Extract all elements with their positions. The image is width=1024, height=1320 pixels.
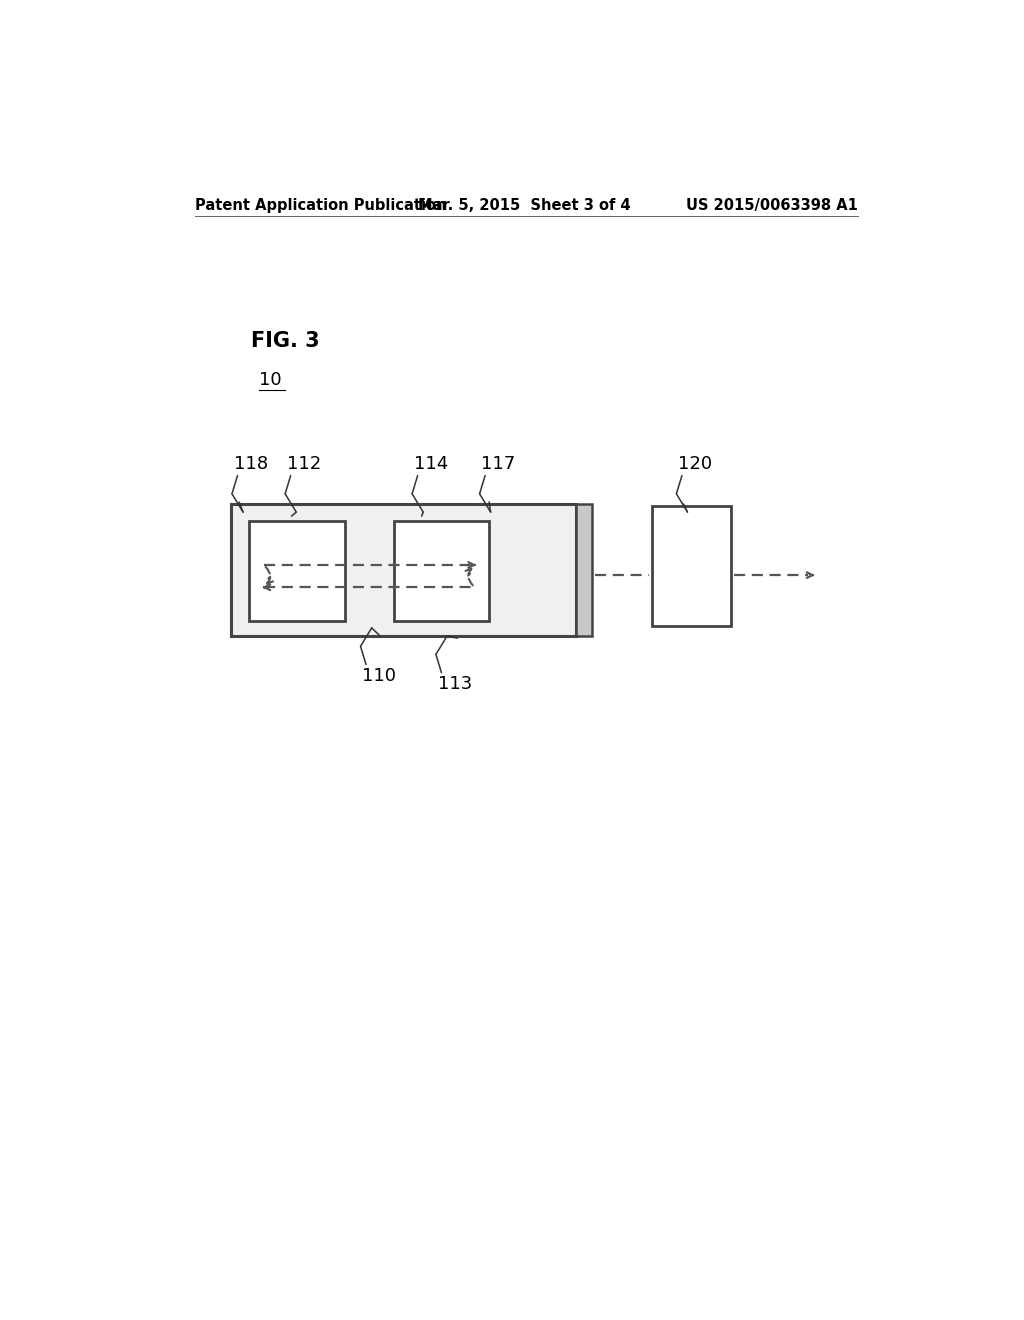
Text: 113: 113 — [437, 675, 472, 693]
Bar — [231, 504, 577, 636]
Text: 117: 117 — [481, 455, 515, 474]
Text: 10: 10 — [259, 371, 282, 389]
Text: 118: 118 — [233, 455, 267, 474]
Text: Mar. 5, 2015  Sheet 3 of 4: Mar. 5, 2015 Sheet 3 of 4 — [419, 198, 631, 213]
Text: 112: 112 — [287, 455, 321, 474]
Text: US 2015/0063398 A1: US 2015/0063398 A1 — [686, 198, 858, 213]
Bar — [394, 521, 489, 620]
Text: Patent Application Publication: Patent Application Publication — [196, 198, 446, 213]
Text: 120: 120 — [678, 455, 712, 474]
Bar — [250, 521, 345, 620]
Bar — [577, 504, 592, 636]
Text: FIG. 3: FIG. 3 — [251, 331, 319, 351]
Text: 110: 110 — [362, 667, 396, 685]
Bar — [652, 506, 731, 626]
Text: 114: 114 — [414, 455, 447, 474]
